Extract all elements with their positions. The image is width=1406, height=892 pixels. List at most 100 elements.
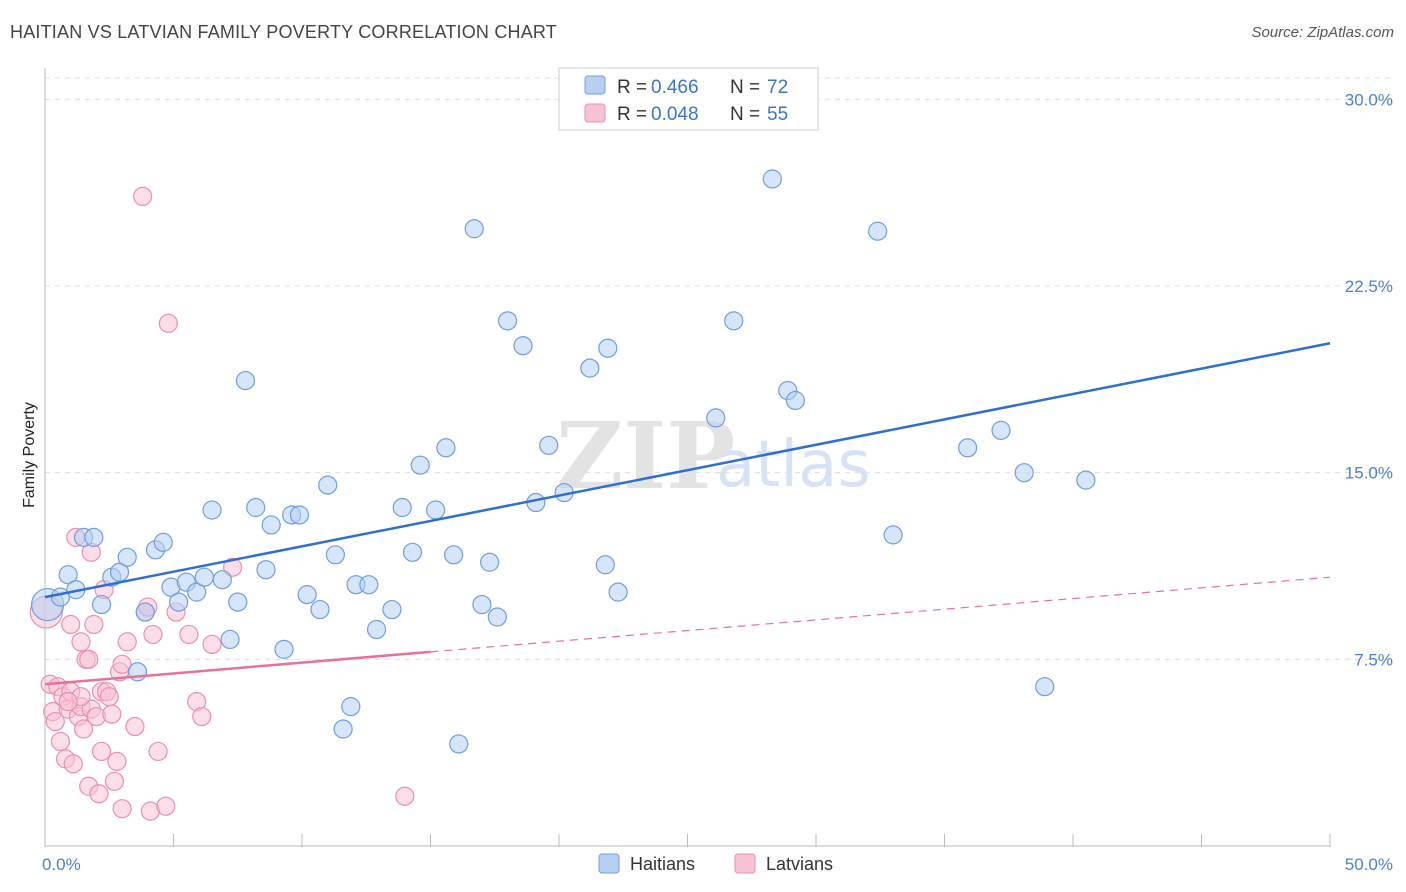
haitians-point-60 — [706, 408, 726, 428]
latvians-point-18 — [79, 649, 99, 669]
y-tick-labels: 7.5% 15.0% 22.5% 30.0% — [1345, 90, 1393, 669]
haitians-point-30 — [297, 585, 317, 605]
latvians-point-48 — [192, 706, 212, 727]
haitians-point-32 — [318, 475, 338, 495]
y-tick-label-0: 7.5% — [1354, 650, 1393, 669]
haitians-point-35 — [341, 697, 361, 717]
y-tick-label-2: 22.5% — [1345, 277, 1393, 296]
haitians-point-66 — [883, 525, 903, 545]
haitians-point-29 — [289, 505, 310, 525]
haitians-trend-line — [44, 342, 1331, 599]
haitians-point-40 — [392, 497, 412, 518]
latvians-point-29 — [102, 704, 122, 724]
series-legend: Haitians Latvians — [598, 853, 833, 874]
x-tick-label-min: 0.0% — [42, 855, 81, 874]
latvians-point-3 — [45, 711, 65, 732]
latvians-point-53 — [58, 692, 78, 712]
legend-n-value-latvians: 55 — [767, 104, 788, 125]
latvians-point-36 — [125, 716, 145, 737]
latvians-point-33 — [112, 799, 132, 819]
haitians-point-33 — [325, 545, 346, 565]
latvians-trend-line — [44, 650, 431, 686]
latvians-point-43 — [158, 313, 178, 333]
haitians-point-23 — [235, 370, 256, 391]
haitians-point-24 — [246, 497, 266, 518]
haitians-point-47 — [464, 219, 484, 239]
latvians-point-42 — [148, 741, 168, 762]
latvians-point-54 — [99, 687, 119, 707]
latvians-point-51 — [395, 786, 415, 806]
haitians-point-65 — [868, 221, 888, 241]
haitians-point-69 — [1014, 463, 1034, 483]
series-legend-label-latvians: Latvians — [766, 854, 833, 874]
latvians-point-37 — [133, 186, 153, 206]
haitians-point-19 — [202, 500, 222, 520]
haitians-point-52 — [513, 336, 533, 356]
haitians-point-71 — [1076, 470, 1096, 490]
haitians-point-26 — [261, 515, 281, 535]
haitians-point-37 — [359, 575, 379, 595]
latvians-point-44 — [156, 796, 176, 816]
legend-n-label-latvians: N = — [730, 104, 760, 125]
latvians-points — [29, 186, 415, 821]
haitians-point-54 — [539, 435, 559, 455]
haitians-point-49 — [480, 552, 500, 572]
legend-r-label-latvians: R = — [617, 104, 647, 125]
haitians-point-6 — [91, 594, 112, 615]
legend-r-label-haitians: R = — [617, 77, 647, 98]
chart-title: HAITIAN VS LATVIAN FAMILY POVERTY CORREL… — [10, 22, 557, 42]
haitians-point-38 — [366, 619, 387, 640]
trend-lines — [44, 342, 1331, 686]
latvians-point-35 — [117, 632, 137, 652]
x-tick-label-max: 50.0% — [1345, 855, 1393, 874]
haitians-point-21 — [220, 629, 240, 650]
watermark-zip: ZIP — [556, 402, 735, 510]
haitians-point-39 — [382, 599, 402, 620]
latvians-point-5 — [50, 731, 71, 752]
haitians-point-70 — [1035, 677, 1055, 697]
source-credit: Source: ZipAtlas.com — [1251, 24, 1394, 41]
haitians-point-17 — [187, 582, 207, 602]
latvians-trend-extension — [430, 576, 1331, 653]
haitians-point-15 — [169, 592, 189, 612]
legend-r-value-haitians: 0.466 — [651, 77, 699, 98]
y-axis-label: Family Poverty — [21, 402, 38, 508]
haitians-point-31 — [310, 599, 330, 620]
latvians-point-22 — [84, 614, 104, 635]
haitians-point-45 — [444, 545, 464, 565]
haitians-point-58 — [598, 338, 618, 358]
latvians-point-10 — [61, 614, 81, 635]
haitians-point-9 — [117, 547, 137, 567]
y-tick-label-3: 30.0% — [1345, 90, 1393, 109]
latvians-point-40 — [143, 624, 163, 645]
haitians-point-64 — [785, 390, 806, 411]
latvians-point-34 — [112, 654, 132, 674]
haitians-point-27 — [274, 639, 294, 659]
haitians-point-5 — [84, 527, 104, 547]
haitians-point-13 — [153, 532, 173, 552]
haitians-point-43 — [426, 500, 446, 520]
haitians-point-67 — [958, 438, 978, 458]
haitians-point-42 — [410, 455, 430, 475]
latvians-point-15 — [71, 632, 91, 652]
latvians-point-24 — [89, 784, 109, 804]
latvians-point-46 — [179, 624, 199, 645]
latvians-point-50 — [223, 557, 243, 577]
haitians-point-59 — [608, 582, 628, 602]
grid-lines — [45, 77, 1392, 660]
haitians-point-68 — [991, 420, 1011, 440]
haitians-point-20 — [212, 570, 232, 590]
latvians-point-16 — [73, 719, 94, 739]
haitians-point-62 — [762, 169, 782, 189]
haitians-point-46 — [449, 734, 469, 754]
y-tick-label-1: 15.0% — [1345, 464, 1393, 483]
x-tick-labels: 0.0% 50.0% — [42, 855, 1393, 874]
series-legend-swatch-haitians — [598, 853, 620, 874]
haitians-point-57 — [595, 555, 615, 575]
haitians-point-48 — [472, 594, 492, 615]
haitians-point-51 — [498, 311, 518, 331]
latvians-point-26 — [91, 741, 112, 762]
haitians-point-44 — [436, 438, 456, 458]
series-legend-swatch-latvians — [734, 853, 756, 874]
